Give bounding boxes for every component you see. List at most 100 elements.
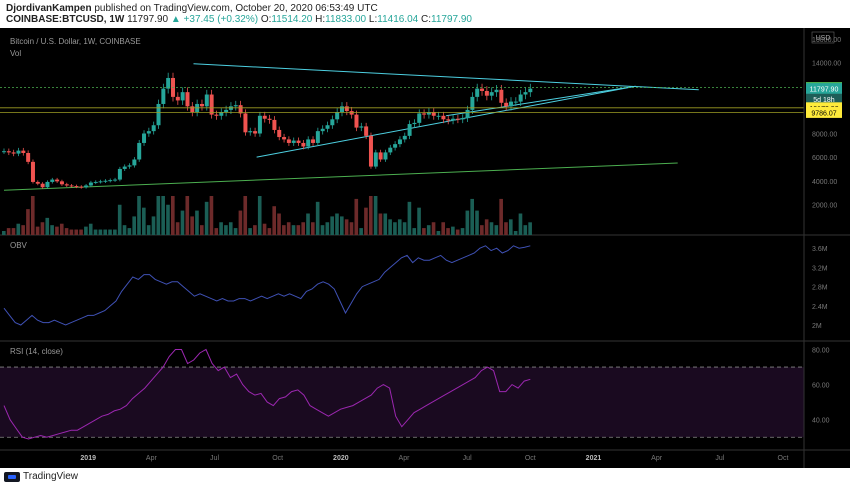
volume-bar [88, 223, 93, 235]
candle-body [156, 103, 161, 126]
volume-bar [330, 216, 334, 235]
obv-pane[interactable]: OBV 3.6M 3.2M 2.8M 2.4M 2M [0, 241, 850, 342]
candle-body [373, 152, 378, 167]
candle-body [354, 114, 359, 128]
volume-bar [349, 222, 354, 235]
ohlc-high-label: H: [315, 14, 326, 25]
time-tick-label: Apr [399, 455, 411, 462]
price-tick-label: 16000.00 [812, 37, 841, 44]
candle-body [142, 133, 147, 143]
volume-bar [301, 222, 305, 235]
candle-body [431, 112, 436, 116]
volume-bar [214, 228, 219, 235]
candle-body [132, 159, 137, 166]
candle-body [233, 105, 238, 107]
candle-body [64, 184, 69, 186]
volume-bar [282, 225, 286, 235]
volume-bar [470, 198, 474, 235]
candle-body [397, 139, 402, 145]
rsi-tick-label: 80.00 [812, 348, 830, 355]
candle-body [291, 140, 296, 143]
trendline-triangle-support-2[interactable] [446, 85, 636, 117]
obv-tick-label: 2M [812, 323, 822, 330]
volume-bar [426, 225, 431, 235]
ohlc-low: 11416.04 [377, 14, 419, 25]
candle-body [528, 88, 533, 93]
ohlc-low-label: L: [368, 14, 378, 25]
volume-bar [296, 225, 301, 235]
candle-body [417, 113, 422, 123]
volume-bar [6, 228, 11, 235]
volume-bar [364, 207, 368, 235]
candle-body [253, 131, 258, 134]
candle-body [30, 161, 35, 182]
candle-body [79, 186, 84, 188]
volume-bar [161, 196, 165, 235]
candle-body [340, 106, 345, 113]
candle-body [441, 115, 446, 120]
volume-bar [441, 222, 446, 235]
volume-bar [378, 213, 383, 235]
candle-body [175, 96, 180, 101]
candle-body [504, 102, 509, 107]
trendline-long-support[interactable] [3, 162, 678, 191]
volume-bar [306, 213, 310, 235]
volume-bar [509, 219, 513, 235]
volume-bar [84, 226, 88, 235]
volume-bar [21, 225, 25, 235]
candle-body [103, 180, 108, 182]
candle-body [446, 119, 451, 121]
candle-body [513, 101, 518, 103]
volume-label: Vol [10, 49, 21, 58]
volume-bar [98, 229, 103, 235]
volume-bar [180, 210, 185, 235]
candle-body [509, 101, 514, 107]
author-name: DjordivanKampen [6, 3, 92, 14]
volume-bar [412, 228, 417, 235]
rsi-tick-label: 40.00 [812, 418, 830, 425]
footer: TradingView [4, 471, 78, 482]
candle-body [166, 77, 171, 89]
volume-bar [142, 207, 146, 235]
volume-bar [286, 222, 291, 235]
time-tick-label: Oct [272, 455, 283, 462]
volume-bar [354, 198, 359, 235]
volume-bar [257, 196, 262, 235]
tradingview-logo-icon [4, 471, 20, 482]
time-tick-label: Apr [146, 455, 158, 462]
ohlc-high: 11833.00 [325, 14, 367, 25]
volume-bar [513, 231, 518, 235]
volume-bar [35, 226, 40, 235]
chart-canvas[interactable]: Bitcoin / U.S. Dollar, 1W, COINBASE Vol … [0, 28, 850, 468]
volume-bar [64, 228, 69, 235]
volume-bar [388, 219, 392, 235]
volume-bar [518, 213, 523, 235]
ohlc-close: 11797.90 [431, 14, 472, 25]
price-tag [806, 93, 842, 105]
volume-bar [455, 229, 460, 235]
trendline-triangle-support[interactable] [256, 85, 636, 158]
price-change: ▲ +37.45 (+0.32%) [170, 14, 259, 25]
volume-bar [484, 219, 489, 235]
volume-bar [113, 229, 117, 235]
volume-bar [523, 225, 528, 235]
candle-body [402, 135, 407, 140]
trendline-resistance[interactable] [193, 63, 699, 91]
candle-body [16, 150, 21, 154]
volume-bar [195, 210, 199, 235]
volume-bar [243, 196, 248, 235]
rsi-pane[interactable]: RSI (14, close) 80.00 60.00 40.00 [0, 347, 850, 451]
price-tick-label: 4000.00 [812, 179, 837, 186]
volume-bar [199, 225, 204, 235]
candle-body [40, 183, 45, 188]
currency-label: USD [816, 35, 831, 42]
candle-body [137, 142, 142, 160]
volume-bar [407, 201, 412, 235]
time-axis[interactable]: 2019 Apr Jul Oct 2020 Apr Jul Oct 2021 Apr Jul Oct [80, 28, 805, 468]
volume-bar [30, 196, 35, 235]
candle-body [248, 131, 253, 133]
volume-bar [132, 216, 136, 235]
currency-badge[interactable] [811, 31, 835, 44]
symbol-label: COINBASE:BTCUSD, 1W [6, 14, 125, 25]
price-pane[interactable]: Bitcoin / U.S. Dollar, 1W, COINBASE Vol … [0, 31, 850, 236]
